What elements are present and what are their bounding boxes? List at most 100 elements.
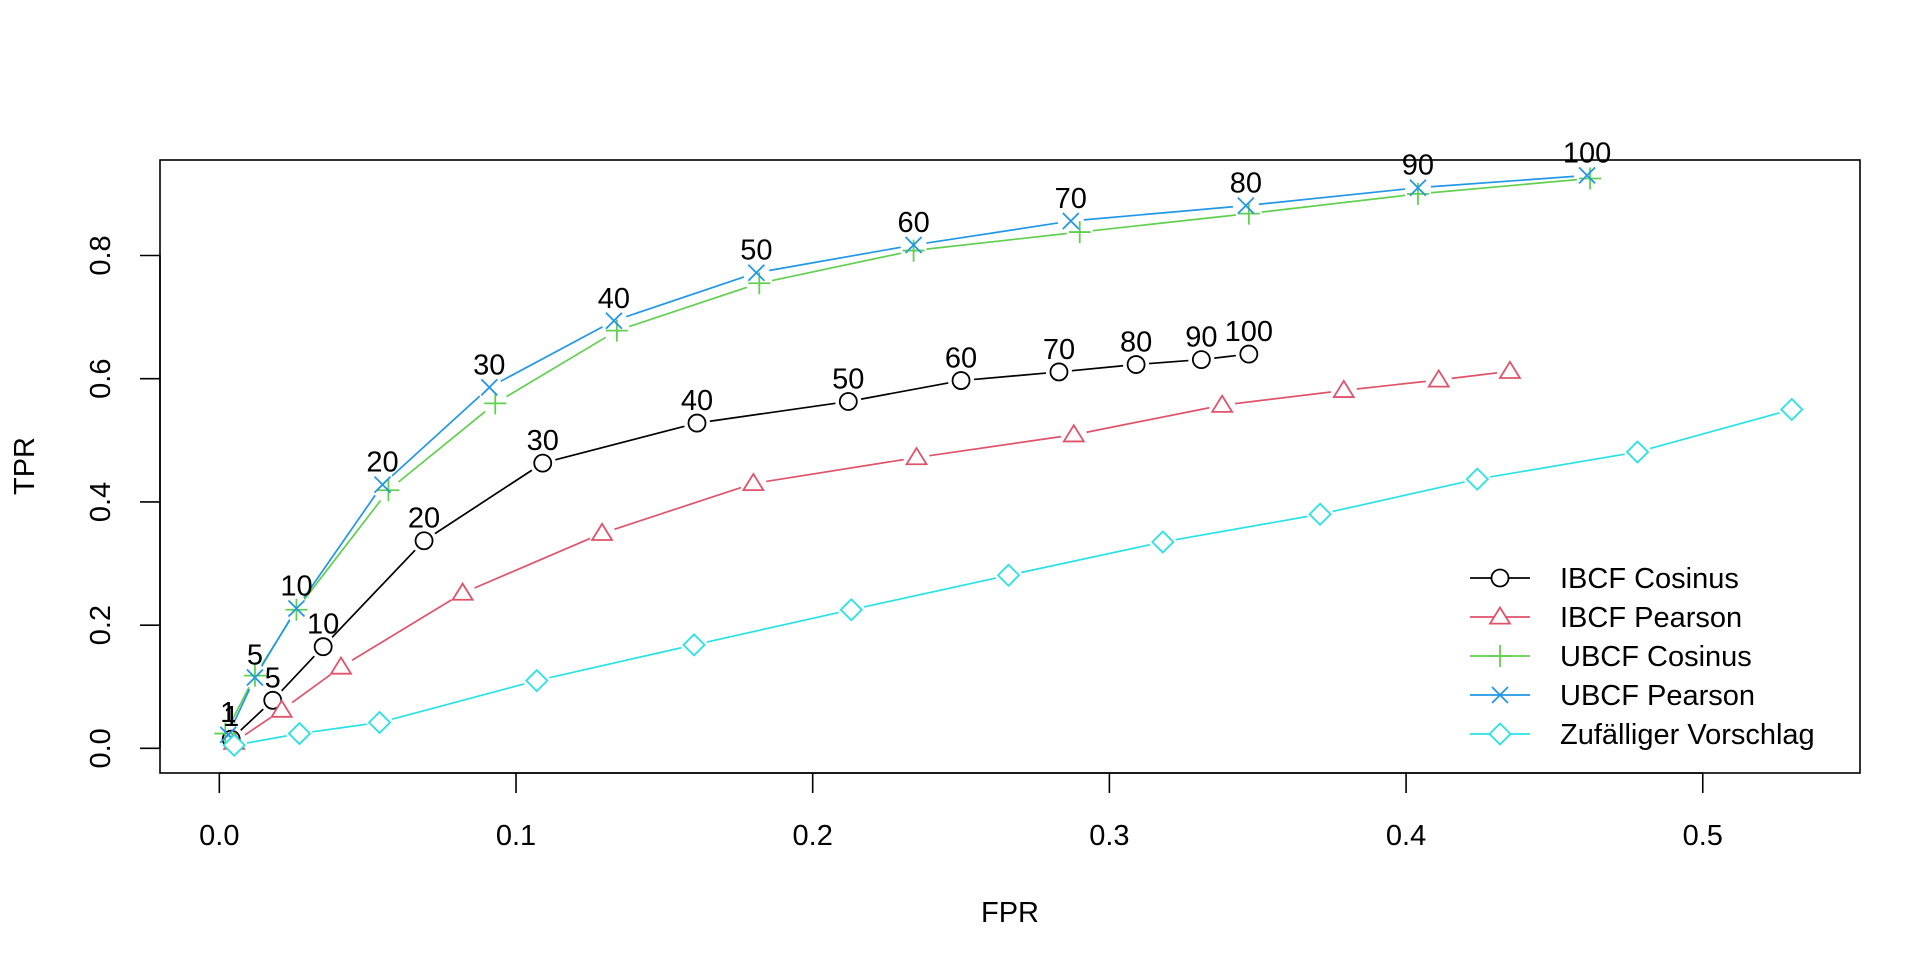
data-point xyxy=(1126,355,1146,374)
series-line-segment xyxy=(771,252,902,282)
series-line-segment xyxy=(434,469,533,535)
legend: IBCF Cosinus IBCF Pearson UBCF Cosinus UBCF… xyxy=(1470,563,1815,751)
point-label: 90 xyxy=(1185,322,1217,354)
legend-label: Zufälliger Vorschlag xyxy=(1560,719,1815,751)
data-point xyxy=(904,446,929,466)
point-label: 100 xyxy=(1225,316,1273,348)
series-ubcf-pearson xyxy=(219,166,1596,744)
series-line-segment xyxy=(860,382,949,400)
data-point xyxy=(313,637,333,657)
point-label: 10 xyxy=(307,609,339,641)
series-line-segment xyxy=(505,336,607,398)
data-point xyxy=(1332,379,1356,398)
legend-label: UBCF Pearson xyxy=(1560,680,1755,712)
series-line-segment xyxy=(291,673,331,704)
point-label: 30 xyxy=(473,349,505,381)
data-point xyxy=(741,472,765,491)
series-line-segment xyxy=(232,688,251,724)
series-line-segment xyxy=(244,716,272,736)
legend-item: IBCF Pearson xyxy=(1470,602,1742,634)
legend-label: IBCF Cosinus xyxy=(1560,563,1739,595)
series-line-segment xyxy=(1071,364,1124,372)
series-line-segment xyxy=(926,222,1059,244)
data-point xyxy=(1625,440,1650,464)
x-tick-label: 0.3 xyxy=(1089,820,1129,852)
point-label: 40 xyxy=(598,283,630,315)
series-line-segment xyxy=(1261,194,1406,213)
y-tick-label: 0.8 xyxy=(85,235,117,275)
y-tick-label: 0.6 xyxy=(85,359,117,399)
data-point xyxy=(367,710,392,735)
series-zuf-lliger-vorschlag xyxy=(222,397,1804,758)
data-point xyxy=(373,476,392,494)
data-point xyxy=(1779,397,1804,422)
series-line-segment xyxy=(1430,175,1575,188)
series-line-segment xyxy=(1092,214,1237,232)
series-line-segment xyxy=(1083,205,1233,221)
series-line-segment xyxy=(1356,380,1426,390)
x-tick-label: 0.1 xyxy=(496,820,536,852)
series-line-segment xyxy=(240,708,264,731)
data-point xyxy=(480,378,498,396)
data-point xyxy=(682,633,706,657)
point-label: 20 xyxy=(366,447,398,479)
data-point xyxy=(214,722,237,745)
data-point xyxy=(287,599,306,618)
series-line-segment xyxy=(397,410,486,483)
data-point xyxy=(1049,362,1069,382)
data-point xyxy=(1191,350,1211,370)
legend-item: UBCF Cosinus xyxy=(1470,641,1752,673)
series-ubcf-cosinus xyxy=(214,167,1602,745)
data-point xyxy=(1308,502,1332,527)
series-line-segment xyxy=(1332,481,1465,513)
series-line-segment xyxy=(1175,515,1308,541)
x-axis-label: FPR xyxy=(981,897,1039,929)
data-point xyxy=(904,236,923,254)
data-point xyxy=(1465,467,1490,491)
data-point xyxy=(246,668,264,687)
data-point xyxy=(1427,368,1451,388)
point-label: 50 xyxy=(740,235,772,267)
point-label: 60 xyxy=(897,207,929,239)
y-tick-label: 0.0 xyxy=(85,728,117,768)
point-label: 10 xyxy=(280,571,312,603)
point-label: 20 xyxy=(408,503,440,535)
data-point xyxy=(951,371,971,390)
series-line-segment xyxy=(549,646,682,679)
legend-label: IBCF Pearson xyxy=(1560,602,1742,634)
data-point xyxy=(839,597,864,622)
point-label: 60 xyxy=(945,343,977,375)
series-line-segment xyxy=(628,286,748,328)
legend-item: UBCF Pearson xyxy=(1470,680,1755,712)
point-label: 70 xyxy=(1043,334,1075,366)
data-point xyxy=(1062,423,1086,443)
data-point xyxy=(287,721,312,746)
legend-item: IBCF Cosinus xyxy=(1470,563,1739,595)
x-tick-label: 0.5 xyxy=(1683,820,1723,852)
data-point xyxy=(996,563,1021,588)
series-line-segment xyxy=(391,395,481,477)
data-point xyxy=(1409,179,1427,197)
data-point xyxy=(1578,166,1596,185)
point-label: 40 xyxy=(681,385,713,417)
point-label: 70 xyxy=(1055,183,1087,215)
data-point xyxy=(1151,530,1175,554)
x-tick-label: 0.4 xyxy=(1386,820,1426,852)
series-line-segment xyxy=(1214,354,1237,359)
series-line-segment xyxy=(230,686,250,723)
series-line-segment xyxy=(709,402,836,423)
data-point xyxy=(605,312,623,330)
legend-marker xyxy=(1488,722,1512,746)
series-line-segment xyxy=(706,611,839,643)
data-point xyxy=(1210,393,1234,413)
data-point xyxy=(451,581,475,601)
series-line-segment xyxy=(331,549,416,638)
series-line-segment xyxy=(863,577,997,608)
data-point xyxy=(414,531,434,551)
legend-marker xyxy=(1491,686,1509,704)
data-point xyxy=(1237,196,1255,215)
data-point xyxy=(243,664,266,687)
data-point xyxy=(1068,221,1091,244)
